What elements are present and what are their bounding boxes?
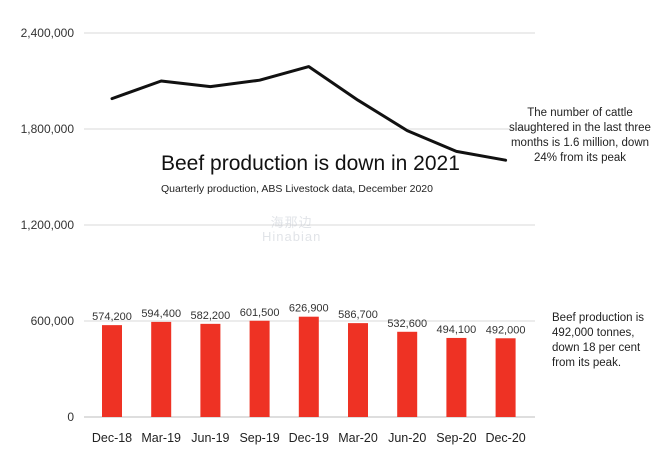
bar-data-label: 626,900 <box>289 303 329 315</box>
x-tick-label: Mar-19 <box>141 431 181 445</box>
x-tick-label: Dec-20 <box>485 431 525 445</box>
bar-data-label: 594,400 <box>141 308 181 320</box>
y-tick-label: 600,000 <box>31 314 75 328</box>
bar <box>298 316 319 417</box>
x-tick-label: Dec-18 <box>92 431 132 445</box>
y-tick-label: 1,800,000 <box>21 122 75 136</box>
bar-data-label: 574,200 <box>92 311 132 323</box>
x-tick-label: Mar-20 <box>338 431 378 445</box>
y-tick-label: 1,200,000 <box>21 218 75 232</box>
watermark-text-en: Hinabian <box>262 229 322 244</box>
bar <box>495 338 516 417</box>
bar-data-label: 492,000 <box>486 324 526 336</box>
x-tick-label: Sep-19 <box>239 431 279 445</box>
bar <box>249 320 270 417</box>
bar-data-label: 586,700 <box>338 309 378 321</box>
bar <box>446 337 467 417</box>
x-tick-label: Jun-20 <box>388 431 426 445</box>
y-tick-label: 2,400,000 <box>21 26 75 40</box>
bar-data-label: 494,100 <box>437 324 477 336</box>
watermark-logo: 海那边 Hinabian <box>262 216 321 244</box>
bar-annotation: Beef production is 492,000 tonnes, down … <box>552 312 645 369</box>
bar-data-label: 601,500 <box>240 307 280 319</box>
x-tick-label: Dec-19 <box>289 431 329 445</box>
chart-title: Beef production is down in 2021 <box>161 152 460 175</box>
bar-data-label: 582,200 <box>191 310 231 322</box>
line-annotation: The number of cattle slaughtered in the … <box>509 107 651 164</box>
bar <box>348 323 368 417</box>
watermark-text-cn: 海那边 <box>270 215 313 230</box>
bar <box>200 323 221 417</box>
x-tick-label: Jun-19 <box>191 431 229 445</box>
bar-data-label: 532,600 <box>387 318 427 330</box>
line-series <box>110 65 508 162</box>
chart-subtitle: Quarterly production, ABS Livestock data… <box>161 183 433 195</box>
y-tick-label: 0 <box>67 410 74 424</box>
bar <box>397 331 418 417</box>
x-tick-label: Sep-20 <box>436 431 476 445</box>
bar <box>151 321 172 417</box>
bar <box>102 325 122 417</box>
